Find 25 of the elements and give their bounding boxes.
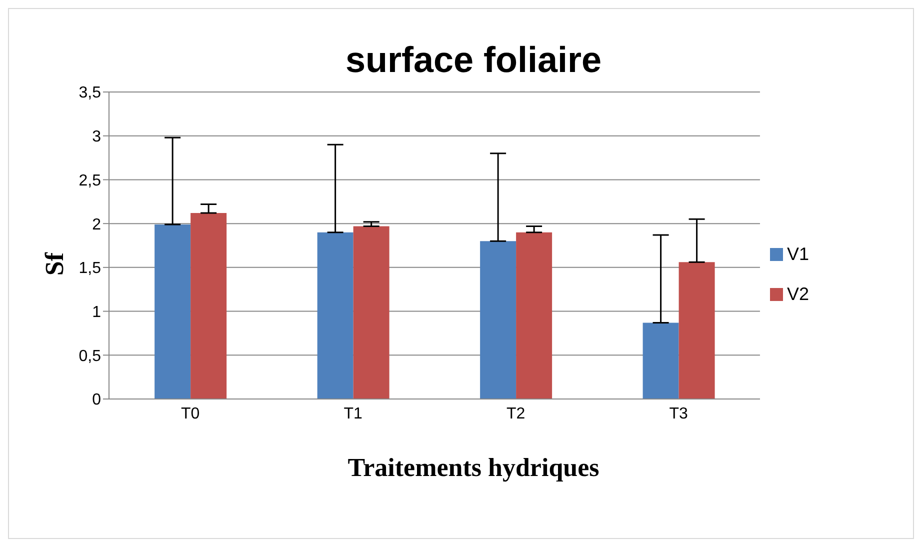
bar: [480, 241, 516, 399]
x-tick-label: T0: [181, 405, 200, 422]
bar: [642, 322, 679, 399]
y-tick-label: 0,5: [78, 348, 102, 365]
y-tick-label: 2,5: [78, 172, 102, 190]
y-tick-label: 1,5: [78, 260, 102, 278]
chart-title: surface foliaire: [344, 39, 603, 81]
bar: [516, 232, 552, 399]
y-tick-label: 3,5: [78, 84, 102, 102]
bar: [154, 224, 191, 399]
y-axis-title: Sf: [40, 251, 70, 278]
bar: [678, 262, 715, 399]
legend-label: V1: [786, 244, 809, 264]
x-tick-label: T3: [669, 405, 688, 422]
y-tick-label: 3: [92, 128, 102, 146]
x-tick-label: T2: [506, 405, 526, 422]
y-tick-label: 2: [92, 216, 102, 234]
bar: [317, 232, 354, 399]
x-tick-label: T1: [344, 405, 363, 422]
y-tick-label: 1: [92, 304, 102, 321]
bar: [190, 213, 227, 399]
y-tick-label: 0: [92, 392, 102, 409]
bar: [353, 226, 390, 399]
x-axis-title: Traitements hydriques: [346, 453, 600, 483]
legend-label: V2: [786, 284, 809, 304]
